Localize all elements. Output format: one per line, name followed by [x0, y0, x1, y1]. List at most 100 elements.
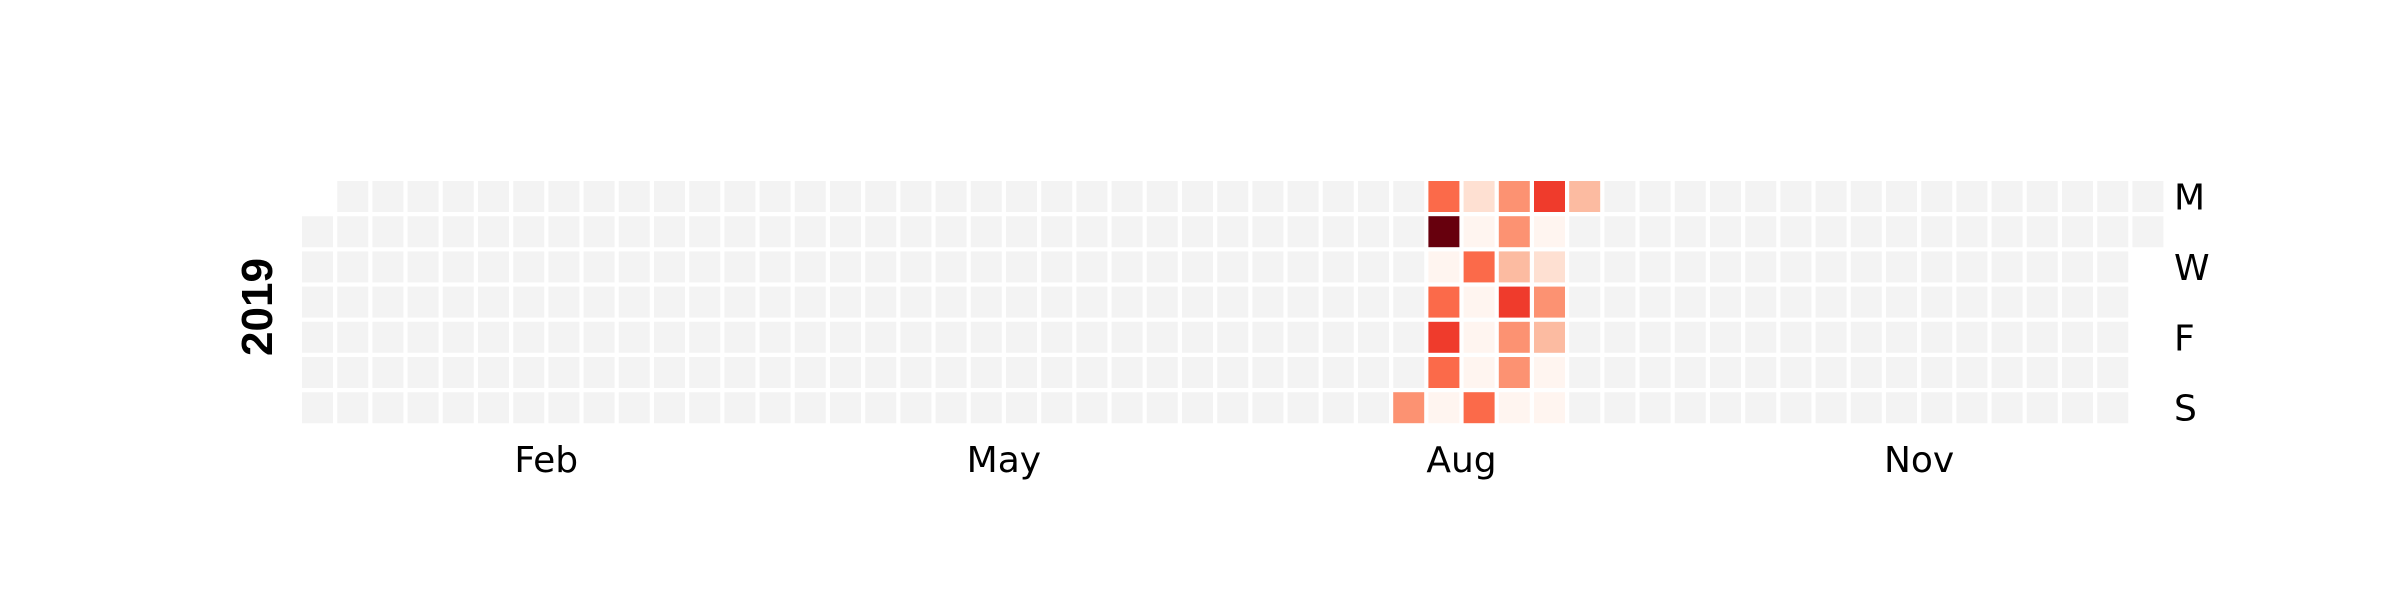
heatmap-cell	[1956, 251, 1988, 283]
heatmap-cell	[794, 251, 826, 283]
heatmap-cell	[1428, 251, 1460, 283]
heatmap-cell	[1815, 181, 1847, 212]
heatmap-cell	[2097, 216, 2129, 248]
heatmap-cell	[1639, 251, 1671, 283]
heatmap-cell	[1815, 392, 1847, 424]
heatmap-cell	[1639, 286, 1671, 318]
heatmap-cell	[1287, 357, 1319, 388]
heatmap-cell	[794, 181, 826, 212]
heatmap-cell	[1604, 216, 1636, 248]
heatmap-cell	[1182, 216, 1213, 248]
heatmap-cell	[1886, 286, 1917, 318]
heatmap-cell	[1674, 357, 1706, 388]
heatmap-cell	[900, 251, 932, 283]
heatmap-cell	[1780, 286, 1812, 318]
heatmap-cell	[2026, 357, 2058, 388]
heatmap-cell	[654, 181, 685, 212]
heatmap-cell	[689, 216, 721, 248]
heatmap-cell	[1569, 392, 1601, 424]
heatmap-cell	[1569, 216, 1601, 248]
heatmap-cell	[548, 216, 580, 248]
heatmap-cell	[1498, 216, 1530, 248]
heatmap-cell	[337, 286, 369, 318]
heatmap-cell	[1569, 286, 1601, 318]
heatmap-cell	[970, 181, 1002, 212]
heatmap-cell	[1287, 216, 1319, 248]
heatmap-cell	[759, 321, 791, 353]
month-labels: Feb May Aug Nov	[514, 440, 1954, 481]
heatmap-cell	[1604, 392, 1636, 424]
heatmap-cell	[1393, 216, 1425, 248]
heatmap-cell	[583, 321, 615, 353]
heatmap-cell	[1498, 392, 1530, 424]
heatmap-cell	[1956, 216, 1988, 248]
heatmap-cell	[1217, 392, 1249, 424]
heatmap-cell	[478, 181, 509, 212]
heatmap-cell	[1534, 216, 1565, 248]
heatmap-cell	[1534, 181, 1565, 212]
heatmap-cell	[1393, 357, 1425, 388]
heatmap-cell	[1217, 181, 1249, 212]
heatmap-cell	[1006, 357, 1037, 388]
heatmap-cell	[1780, 251, 1812, 283]
heatmap-cell	[1041, 216, 1073, 248]
heatmap-cell	[1111, 286, 1143, 318]
heatmap-cell	[1850, 216, 1882, 248]
heatmap-cell	[1393, 321, 1425, 353]
heatmap-cell	[935, 392, 967, 424]
heatmap-cell	[337, 357, 369, 388]
heatmap-cell	[1146, 286, 1178, 318]
heatmap-cell	[1146, 392, 1178, 424]
heatmap-cell	[1498, 321, 1530, 353]
heatmap-cell	[1252, 181, 1284, 212]
heatmap-cell	[970, 251, 1002, 283]
heatmap-cell	[1287, 286, 1319, 318]
heatmap-cell	[1076, 357, 1108, 388]
heatmap-cell	[1991, 286, 2023, 318]
heatmap-cell	[759, 216, 791, 248]
heatmap-cell	[1569, 357, 1601, 388]
heatmap-cell	[830, 216, 861, 248]
heatmap-cell	[689, 286, 721, 318]
heatmap-cell	[302, 321, 333, 353]
heatmap-cell	[724, 321, 756, 353]
heatmap-cell	[1076, 216, 1108, 248]
heatmap-cell	[794, 357, 826, 388]
heatmap-cell	[689, 181, 721, 212]
heatmap-cell	[583, 357, 615, 388]
heatmap-cell	[830, 392, 861, 424]
heatmap-cell	[1639, 357, 1671, 388]
heatmap-cell	[865, 216, 897, 248]
heatmap-cell	[372, 392, 404, 424]
heatmap-cell	[1604, 321, 1636, 353]
heatmap-cell	[302, 357, 333, 388]
heatmap-cell	[654, 392, 685, 424]
heatmap-cell	[759, 181, 791, 212]
heatmap-cell	[1217, 216, 1249, 248]
heatmap-cell	[1921, 286, 1953, 318]
heatmap-cell	[372, 286, 404, 318]
heatmap-cell	[1358, 181, 1389, 212]
heatmap-cell	[618, 216, 650, 248]
heatmap-cell	[1252, 321, 1284, 353]
heatmap-cell	[900, 321, 932, 353]
heatmap-cell	[1076, 251, 1108, 283]
heatmap-cell	[478, 321, 509, 353]
heatmap-cell	[1146, 216, 1178, 248]
heatmap-cell	[513, 321, 545, 353]
heatmap-cell	[1886, 321, 1917, 353]
heatmap-cell	[1886, 392, 1917, 424]
heatmap-cell	[724, 216, 756, 248]
heatmap-cell	[407, 216, 439, 248]
heatmap-cell	[935, 181, 967, 212]
heatmap-cell	[1428, 181, 1460, 212]
heatmap-cell	[1041, 357, 1073, 388]
heatmap-cell	[1815, 216, 1847, 248]
heatmap-cell	[1358, 286, 1389, 318]
heatmap-cell	[1217, 286, 1249, 318]
heatmap-cell	[1076, 392, 1108, 424]
heatmap-cell	[618, 357, 650, 388]
heatmap-cell	[1780, 357, 1812, 388]
heatmap-cell	[1076, 286, 1108, 318]
heatmap-cell	[1498, 181, 1530, 212]
